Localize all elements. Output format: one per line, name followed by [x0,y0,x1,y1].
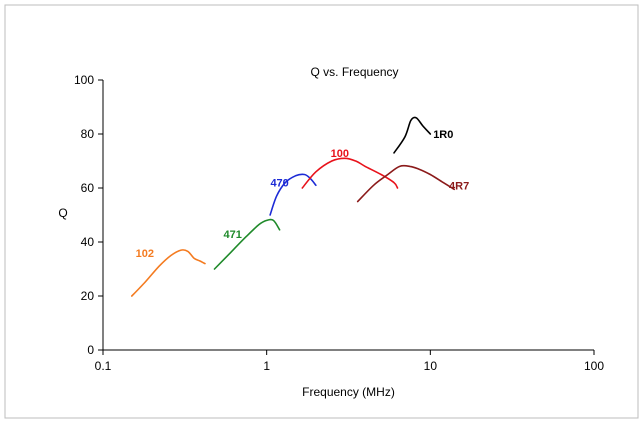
x-tick-label: 1 [263,359,270,373]
y-tick-label: 0 [87,343,94,357]
x-tick-label: 10 [424,359,438,373]
series-line-4r7 [356,164,455,203]
x-tick-label: 0.1 [95,359,112,373]
series-label-471: 471 [224,229,242,241]
series-label-100: 100 [331,148,349,160]
series-label-102: 102 [136,248,154,260]
series-label-1r0: 1R0 [433,129,453,141]
series-label-4r7: 4R7 [449,180,469,192]
series-line-100 [301,157,399,189]
y-tick-label: 80 [81,127,95,141]
x-axis-label: Frequency (MHz) [302,385,395,399]
chart-title: Q vs. Frequency [310,65,398,79]
series-label-470: 470 [270,178,288,190]
series-line-1r0 [393,116,432,154]
chart-border [4,4,639,419]
series-line-102 [131,249,206,297]
y-tick-label: 100 [74,73,94,87]
y-tick-label: 40 [81,235,95,249]
y-ticks: 0 20 40 60 80 100 [74,73,103,357]
x-tick-label: 100 [584,359,604,373]
x-ticks: 0.1 1 10 100 [95,350,604,373]
series-group: 102 471 470 100 4R7 1R0 [131,116,469,297]
y-axis-label: Q [58,206,67,220]
y-tick-label: 20 [81,289,95,303]
y-tick-label: 60 [81,181,95,195]
series-line-471 [213,218,281,270]
